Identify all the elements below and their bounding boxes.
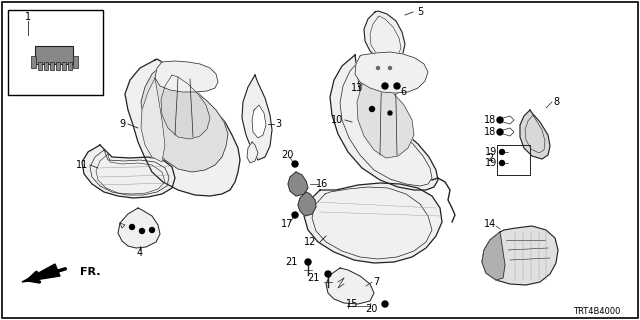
Circle shape bbox=[497, 117, 503, 123]
Text: 20: 20 bbox=[281, 150, 293, 160]
Text: 12: 12 bbox=[304, 237, 316, 247]
Text: 13: 13 bbox=[351, 83, 363, 93]
Polygon shape bbox=[161, 75, 210, 139]
Circle shape bbox=[382, 301, 388, 307]
Bar bbox=[50, 62, 54, 70]
Polygon shape bbox=[118, 208, 160, 248]
Bar bbox=[38, 62, 42, 70]
Bar bbox=[31, 56, 36, 68]
Polygon shape bbox=[141, 65, 228, 172]
Circle shape bbox=[382, 83, 388, 89]
Text: 17: 17 bbox=[281, 219, 293, 229]
Circle shape bbox=[394, 83, 400, 89]
Polygon shape bbox=[304, 183, 442, 263]
Circle shape bbox=[292, 161, 298, 167]
Text: 9: 9 bbox=[119, 119, 125, 129]
Text: 16: 16 bbox=[316, 179, 328, 189]
Text: 21: 21 bbox=[285, 257, 298, 267]
Text: 11: 11 bbox=[76, 160, 88, 170]
Polygon shape bbox=[330, 55, 438, 190]
Bar bbox=[68, 62, 72, 70]
Text: TRT4B4000: TRT4B4000 bbox=[573, 308, 620, 316]
Polygon shape bbox=[326, 268, 374, 304]
Text: 19: 19 bbox=[484, 158, 497, 168]
Text: 6: 6 bbox=[400, 87, 406, 97]
Polygon shape bbox=[288, 172, 308, 196]
Polygon shape bbox=[141, 78, 165, 162]
Polygon shape bbox=[22, 264, 60, 282]
Text: 2: 2 bbox=[487, 153, 493, 163]
Circle shape bbox=[292, 212, 298, 218]
Text: 4: 4 bbox=[137, 248, 143, 258]
Text: 15: 15 bbox=[346, 299, 358, 309]
Polygon shape bbox=[155, 61, 218, 92]
Text: 7: 7 bbox=[373, 277, 379, 287]
Polygon shape bbox=[364, 11, 405, 61]
Text: 20: 20 bbox=[365, 304, 378, 314]
Bar bbox=[35, 46, 73, 64]
Polygon shape bbox=[520, 110, 550, 159]
Polygon shape bbox=[242, 75, 272, 160]
Bar bbox=[62, 62, 66, 70]
Polygon shape bbox=[247, 142, 258, 163]
Text: 19: 19 bbox=[484, 147, 497, 157]
Circle shape bbox=[376, 67, 380, 69]
Text: 3: 3 bbox=[275, 119, 281, 129]
Circle shape bbox=[499, 161, 504, 165]
Circle shape bbox=[129, 225, 134, 229]
Circle shape bbox=[140, 228, 145, 234]
Bar bbox=[8, 10, 103, 95]
Polygon shape bbox=[125, 59, 240, 196]
Polygon shape bbox=[298, 192, 316, 216]
Text: FR.: FR. bbox=[80, 267, 100, 277]
Circle shape bbox=[369, 107, 374, 111]
Circle shape bbox=[150, 228, 154, 233]
Bar bbox=[44, 62, 48, 70]
Polygon shape bbox=[357, 72, 414, 158]
Polygon shape bbox=[252, 105, 266, 138]
Text: 8: 8 bbox=[553, 97, 559, 107]
Text: 1: 1 bbox=[25, 12, 31, 22]
Circle shape bbox=[325, 271, 331, 277]
Polygon shape bbox=[355, 52, 428, 93]
Circle shape bbox=[388, 67, 392, 69]
Text: 14: 14 bbox=[484, 219, 496, 229]
Text: 18: 18 bbox=[484, 127, 496, 137]
Polygon shape bbox=[482, 232, 505, 280]
Polygon shape bbox=[82, 145, 175, 198]
Circle shape bbox=[497, 129, 503, 135]
Bar bbox=[73, 56, 78, 68]
Text: 5: 5 bbox=[417, 7, 423, 17]
Bar bbox=[56, 62, 60, 70]
Text: 21: 21 bbox=[308, 273, 320, 283]
Text: 10: 10 bbox=[331, 115, 343, 125]
Text: 18: 18 bbox=[484, 115, 496, 125]
Circle shape bbox=[388, 111, 392, 115]
Polygon shape bbox=[482, 226, 558, 285]
Circle shape bbox=[499, 149, 504, 155]
Circle shape bbox=[305, 259, 311, 265]
